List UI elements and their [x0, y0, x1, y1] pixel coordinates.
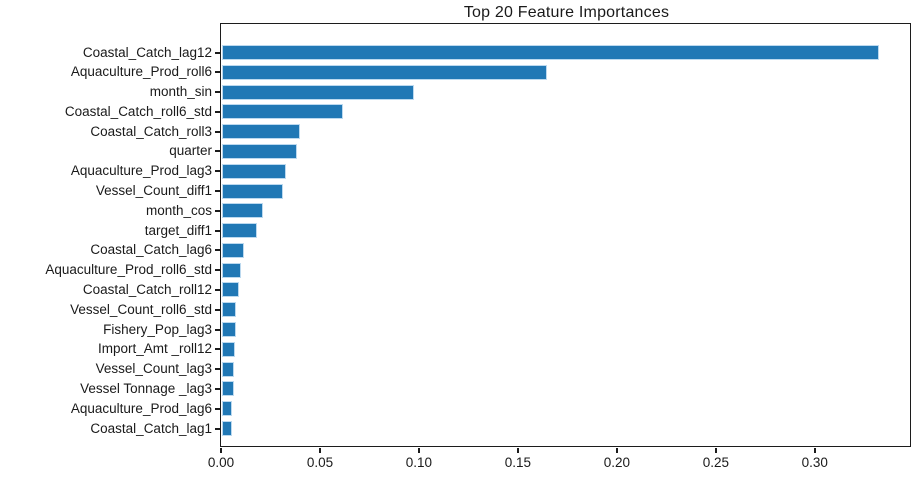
y-tick-label: Aquaculture_Prod_lag3 — [70, 163, 212, 179]
bar — [222, 282, 239, 298]
y-tick-label: Aquaculture_Prod_roll6_std — [45, 262, 212, 278]
bar — [222, 104, 343, 120]
y-tick-mark — [215, 150, 221, 153]
x-tick-mark — [220, 448, 222, 453]
y-tick-mark — [215, 91, 221, 94]
y-tick-mark — [215, 348, 221, 351]
y-tick-mark — [215, 190, 221, 193]
y-tick-mark — [215, 407, 221, 410]
bar — [222, 242, 244, 258]
y-tick-label: Vessel_Count_roll6_std — [70, 301, 212, 317]
y-tick-mark — [215, 249, 221, 252]
bar — [222, 361, 235, 377]
y-tick-label: Coastal_Catch_roll3 — [90, 123, 212, 139]
bar — [222, 84, 414, 100]
y-tick-label: quarter — [169, 143, 212, 159]
y-tick-mark — [215, 110, 221, 113]
y-tick-label: Coastal_Catch_lag12 — [82, 44, 212, 60]
y-tick-mark — [215, 387, 221, 390]
x-tick-mark — [517, 448, 519, 453]
y-tick-label: target_diff1 — [144, 222, 212, 238]
bar — [222, 401, 233, 417]
y-tick-mark — [215, 308, 221, 311]
y-tick-mark — [215, 51, 221, 54]
bar — [222, 183, 284, 199]
x-tick-label: 0.20 — [603, 455, 630, 470]
x-tick-mark — [814, 448, 816, 453]
bar — [222, 223, 258, 239]
x-tick-label: 0.15 — [504, 455, 532, 470]
bar — [222, 64, 547, 80]
y-tick-label: month_sin — [149, 84, 212, 100]
y-tick-label: Coastal_Catch_lag6 — [90, 242, 212, 258]
y-tick-mark — [215, 170, 221, 173]
y-tick-mark — [215, 427, 221, 430]
chart-title: Top 20 Feature Importances — [463, 4, 670, 21]
y-tick-mark — [215, 130, 221, 133]
x-tick-mark — [715, 448, 717, 453]
y-tick-label: Coastal_Catch_roll6_std — [64, 103, 212, 119]
bar — [222, 381, 234, 397]
bar — [222, 143, 298, 159]
y-tick-mark — [215, 229, 221, 232]
y-tick-mark — [215, 269, 221, 272]
y-tick-label: Vessel_Count_diff1 — [95, 183, 212, 199]
y-tick-mark — [215, 209, 221, 212]
y-tick-label: month_cos — [145, 202, 212, 218]
bar — [222, 262, 241, 278]
y-tick-label: Aquaculture_Prod_roll6 — [70, 64, 212, 80]
x-tick-mark — [418, 448, 420, 453]
y-tick-mark — [215, 368, 221, 371]
x-tick-label: 0.25 — [702, 455, 729, 470]
bar — [222, 163, 287, 179]
y-tick-label: Fishery_Pop_lag3 — [103, 321, 212, 337]
bar — [222, 421, 233, 436]
bar — [222, 302, 237, 318]
y-tick-label: Import_Amt _roll12 — [97, 341, 212, 357]
y-tick-label: Vessel_Count_lag3 — [95, 361, 212, 377]
x-tick-mark — [319, 448, 321, 453]
bar — [222, 203, 263, 219]
y-tick-label: Coastal_Catch_lag1 — [90, 420, 212, 436]
y-tick-mark — [215, 328, 221, 331]
x-tick-label: 0.00 — [207, 455, 235, 470]
bar — [222, 322, 237, 338]
bar — [222, 124, 301, 140]
bar — [222, 341, 236, 357]
y-tick-label: Coastal_Catch_roll12 — [82, 281, 212, 297]
x-tick-label: 0.05 — [306, 455, 334, 470]
x-tick-mark — [616, 448, 618, 453]
x-tick-label: 0.30 — [801, 455, 828, 470]
x-tick-label: 0.10 — [405, 455, 433, 470]
y-tick-label: Aquaculture_Prod_lag6 — [70, 400, 212, 416]
bar — [222, 45, 880, 60]
y-tick-mark — [215, 288, 221, 291]
y-tick-label: Vessel Tonnage _lag3 — [80, 380, 212, 396]
y-tick-mark — [215, 71, 221, 74]
